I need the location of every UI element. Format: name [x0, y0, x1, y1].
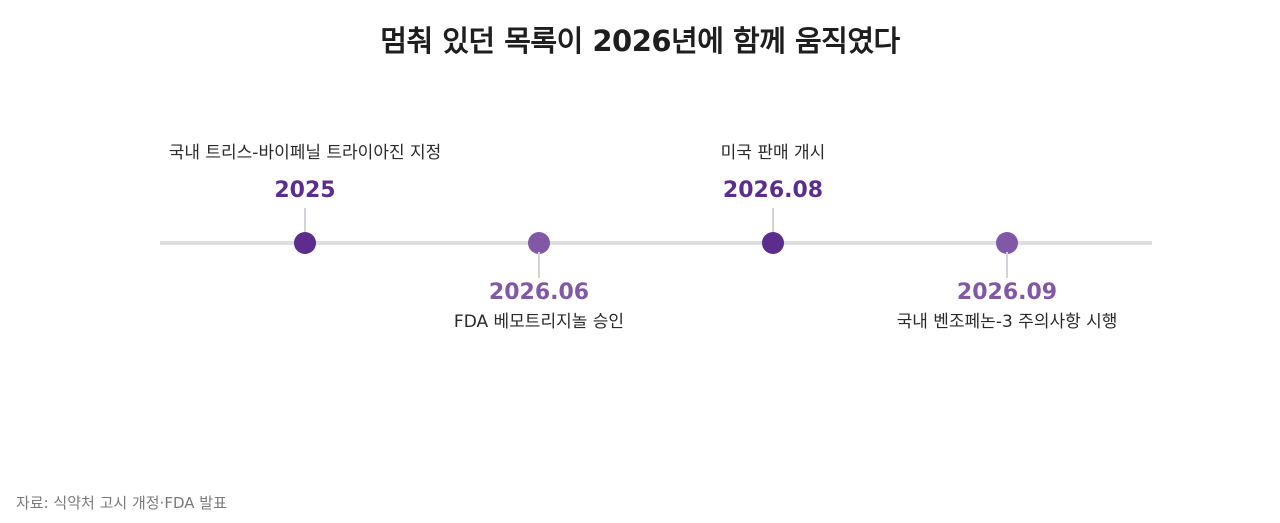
- event-year: 2026.06: [488, 280, 590, 305]
- event-year: 2026.08: [722, 178, 824, 203]
- event-description: 국내 트리스-바이페닐 트라이아진 지정: [168, 143, 442, 163]
- event-dot: [294, 232, 316, 254]
- event-connector: [772, 208, 774, 234]
- event-description: 국내 벤조페논-3 주의사항 시행: [896, 312, 1118, 332]
- event-year: 2025: [274, 178, 336, 203]
- event-dot: [762, 232, 784, 254]
- event-connector: [538, 252, 540, 278]
- event-connector: [304, 208, 306, 234]
- event-year: 2026.09: [956, 280, 1058, 305]
- event-connector: [1006, 252, 1008, 278]
- event-dot: [528, 232, 550, 254]
- event-description: FDA 베모트리지놀 승인: [453, 312, 625, 332]
- event-description: 미국 판매 개시: [720, 143, 826, 163]
- diagram-title: 멈춰 있던 목록이 2026년에 함께 움직였다: [380, 24, 900, 58]
- event-dot: [996, 232, 1018, 254]
- source-note: 자료: 식약처 고시 개정·FDA 발표: [16, 494, 227, 512]
- timeline-axis-line: [160, 241, 1152, 245]
